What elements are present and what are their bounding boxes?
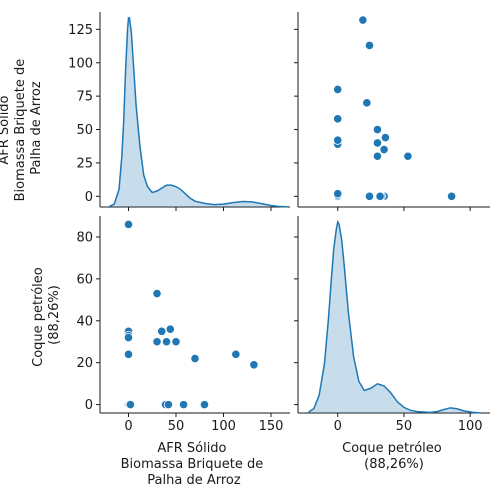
afr-ytick-label: 0 — [85, 190, 93, 205]
scatter-point — [123, 332, 134, 343]
ylabel-coque: Coque petróleo (88,26%) — [31, 263, 62, 367]
scatter-point — [375, 191, 385, 201]
scatter-point — [163, 400, 173, 410]
scatter-point — [364, 191, 375, 201]
scatter-point — [199, 400, 210, 410]
coque-ytick-label: 80 — [76, 230, 93, 245]
scatter-point — [333, 114, 343, 124]
afr-ytick-label: 125 — [68, 23, 93, 38]
afr-ytick-label: 100 — [68, 56, 93, 71]
coque-ytick-label: 0 — [85, 398, 93, 413]
xlabel-afr: AFR Sólido Biomassa Briquete de Palha de… — [121, 441, 268, 488]
scatter-point — [231, 349, 241, 359]
coque-ytick-label: 40 — [76, 314, 93, 329]
scatter-point — [190, 353, 200, 364]
scatter-point — [362, 98, 372, 108]
scatter-point — [333, 189, 343, 199]
scatter-point — [123, 349, 134, 359]
coque-xtick-label: 100 — [458, 419, 483, 434]
scatter-point — [333, 84, 343, 95]
afr-ytick-label: 75 — [76, 90, 93, 105]
xlabel-coque: Coque petróleo (88,26%) — [342, 441, 446, 472]
scatter-point — [358, 15, 368, 25]
afr-xtick-label: 0 — [124, 419, 132, 434]
scatter-point — [152, 337, 162, 347]
scatter-point — [372, 138, 383, 148]
coque-ytick-label: 60 — [76, 272, 93, 287]
scatter-point — [123, 219, 134, 229]
coque-xtick-label: 50 — [396, 419, 413, 434]
panel-coque-vs-afr-scatter: 0 20 40 60 80 0 50 100 150 — [76, 216, 290, 434]
afr-kde-line — [109, 17, 289, 208]
afr-ytick-label: 25 — [76, 156, 93, 171]
scatter-point — [446, 191, 457, 201]
coque-xtick-label: 0 — [334, 419, 342, 434]
coque-kde-line — [308, 219, 481, 414]
afr-ytick-label: 50 — [76, 123, 93, 138]
afr-xtick-label: 150 — [259, 419, 284, 434]
scatter-point — [249, 360, 259, 370]
scatter-point — [333, 135, 343, 145]
scatter-point — [157, 326, 167, 336]
panel-afr-vs-coque-scatter — [294, 12, 490, 211]
scatter-point — [403, 151, 413, 161]
afr-xtick-label: 100 — [211, 419, 236, 434]
afr-xtick-label: 50 — [168, 419, 185, 434]
coque-kde-fill — [308, 221, 481, 413]
scatter-point — [165, 324, 175, 334]
scatter-point — [171, 337, 181, 347]
scatter-point — [152, 288, 162, 299]
panel-afr-kde: 0 25 50 75 100 125 — [68, 12, 290, 211]
scatter-point — [372, 151, 383, 161]
scatter-point — [379, 144, 389, 155]
panel-coque-kde: 0 50 100 — [294, 216, 490, 434]
scatter-point — [161, 337, 172, 347]
scatter-point — [125, 400, 135, 410]
coque-ytick-label: 20 — [76, 356, 93, 371]
scatter-point — [179, 400, 189, 410]
scatter-point — [380, 132, 390, 143]
ylabel-afr: AFR Sólido Biomassa Briquete de Palha de… — [0, 55, 44, 202]
scatter-point — [364, 40, 375, 50]
scatter-point — [372, 124, 383, 135]
